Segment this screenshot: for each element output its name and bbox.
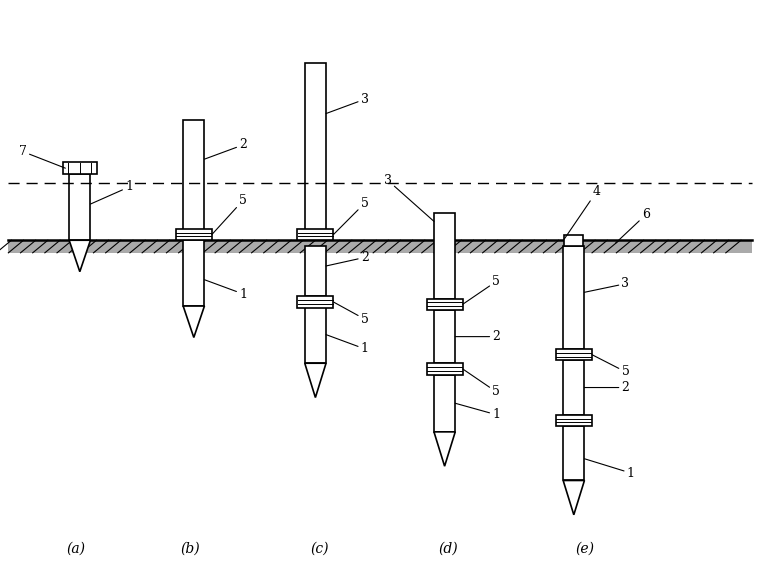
- Text: 5: 5: [592, 355, 629, 378]
- Bar: [63, 162, 97, 174]
- Polygon shape: [183, 306, 204, 337]
- Bar: [563, 426, 584, 480]
- Bar: [556, 415, 592, 426]
- Bar: [563, 246, 584, 349]
- Bar: [69, 174, 90, 240]
- Bar: [305, 63, 326, 232]
- Polygon shape: [434, 432, 455, 466]
- Text: 2: 2: [584, 381, 629, 394]
- Text: 6: 6: [616, 208, 650, 243]
- Bar: [426, 363, 463, 375]
- Bar: [183, 120, 204, 232]
- Text: 7: 7: [19, 145, 65, 168]
- Bar: [183, 240, 204, 306]
- Polygon shape: [305, 363, 326, 398]
- Text: (d): (d): [439, 542, 458, 556]
- Text: 1: 1: [90, 180, 133, 204]
- Text: (b): (b): [180, 542, 200, 556]
- Bar: [176, 229, 212, 240]
- Bar: [297, 229, 334, 240]
- Text: (e): (e): [576, 542, 595, 556]
- Text: (a): (a): [67, 542, 85, 556]
- Bar: [8, 240, 752, 253]
- Text: 5: 5: [334, 197, 369, 235]
- Bar: [564, 235, 584, 246]
- Text: 5: 5: [212, 194, 247, 235]
- Bar: [297, 296, 334, 308]
- Text: 2: 2: [326, 251, 369, 266]
- Bar: [305, 246, 326, 296]
- Text: 5: 5: [463, 369, 500, 398]
- Polygon shape: [563, 480, 584, 515]
- Text: (c): (c): [310, 542, 328, 556]
- Bar: [434, 213, 455, 299]
- Text: 1: 1: [204, 280, 247, 300]
- Bar: [305, 306, 326, 363]
- Text: 4: 4: [564, 185, 600, 239]
- Text: 1: 1: [326, 335, 369, 355]
- Text: 1: 1: [455, 403, 500, 421]
- Bar: [434, 310, 455, 363]
- Text: 1: 1: [584, 459, 635, 479]
- Text: 5: 5: [334, 302, 369, 325]
- Text: 3: 3: [384, 174, 434, 221]
- Text: 3: 3: [326, 93, 369, 113]
- Bar: [563, 360, 584, 415]
- Bar: [426, 299, 463, 310]
- Text: 2: 2: [455, 330, 500, 343]
- Bar: [434, 375, 455, 432]
- Bar: [556, 349, 592, 360]
- Text: 5: 5: [463, 275, 500, 304]
- Polygon shape: [69, 240, 90, 272]
- Text: 2: 2: [204, 138, 247, 159]
- Text: 3: 3: [584, 277, 629, 292]
